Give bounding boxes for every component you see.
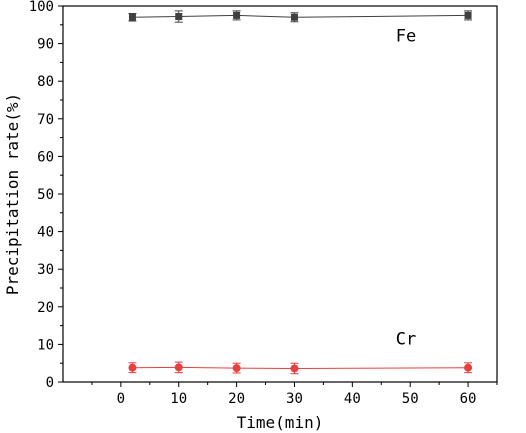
y-tick-label: 100 [29,0,54,15]
data-point [232,364,241,373]
y-tick-label: 0 [46,375,54,391]
series-cr [128,361,473,375]
y-tick-label: 80 [37,74,54,90]
y-tick-label: 70 [37,112,54,128]
data-point [290,13,298,21]
series-line [132,366,469,369]
data-point [128,13,136,21]
x-tick-label: 0 [117,391,125,407]
y-tick-label: 20 [37,300,54,316]
y-tick-label: 10 [37,337,54,353]
data-point [174,363,183,372]
x-axis-label: Time(min) [237,413,324,432]
series-label-fe: Fe [396,27,416,47]
series-fe [128,10,473,23]
data-point [464,363,473,372]
y-tick-label: 50 [37,187,54,203]
data-point [128,363,137,372]
y-tick-label: 40 [37,225,54,241]
x-tick-label: 50 [402,391,419,407]
axes: 0 10 20 30 40 50 60 0 10 20 30 40 50 60 70 80 90 100 [29,0,498,407]
x-tick-label: 30 [286,391,303,407]
data-point [175,13,183,21]
x-tick-label: 60 [460,391,477,407]
y-tick-label: 90 [37,37,54,53]
text-layer: Time(min) Precipitation rate(%) Fe Cr [3,27,416,432]
x-tick-label: 40 [344,391,361,407]
y-tick-label: 60 [37,149,54,165]
data-point [464,11,472,19]
data-point [290,364,299,373]
series-line [132,14,469,18]
data-point [233,11,241,19]
y-tick-label: 30 [37,262,54,278]
series-label-cr: Cr [396,329,416,349]
x-tick-label: 20 [228,391,245,407]
y-axis-label: Precipitation rate(%) [3,93,22,295]
x-tick-label: 10 [170,391,187,407]
series-layer [128,10,473,375]
plot-frame [62,5,498,383]
